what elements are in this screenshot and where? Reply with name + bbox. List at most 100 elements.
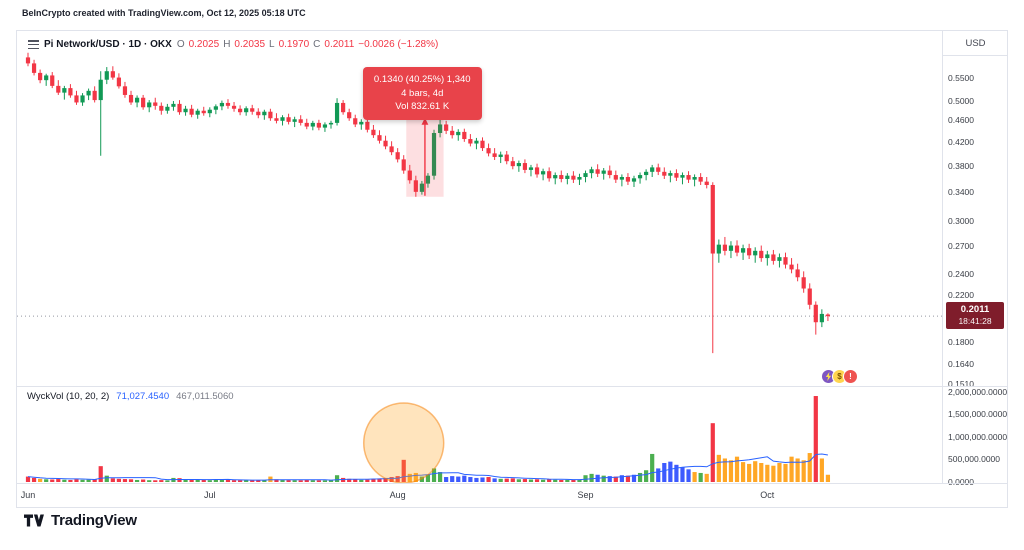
tradingview-brand-text: TradingView: [51, 512, 137, 529]
candle: [571, 175, 576, 180]
volume-bar: [462, 475, 467, 482]
currency-toggle-button[interactable]: USD: [943, 31, 1008, 56]
low-label: L: [269, 39, 275, 50]
volume-bar: [304, 480, 309, 482]
candle: [498, 154, 503, 157]
reaction-alert-icon[interactable]: !: [843, 369, 858, 384]
volume-bar: [686, 469, 691, 482]
volume-bar: [213, 479, 218, 482]
price-tick-label: 0.3000: [948, 216, 974, 227]
volume-bar: [698, 472, 703, 482]
candle: [650, 167, 655, 172]
volume-bar: [425, 474, 431, 482]
candle: [122, 86, 128, 95]
candle: [710, 184, 715, 254]
candle: [159, 105, 164, 111]
candle: [425, 175, 431, 184]
candle: [225, 102, 231, 106]
candle: [771, 254, 776, 261]
candle: [44, 75, 49, 81]
candle: [601, 170, 606, 174]
candle: [389, 146, 394, 153]
candle: [486, 148, 491, 154]
reaction-stickers: $ !: [821, 369, 858, 384]
volume-bar: [128, 479, 134, 482]
volume-bar: [195, 479, 200, 482]
volume-bar: [189, 479, 194, 482]
candle: [674, 173, 679, 178]
volume-bar: [825, 474, 831, 482]
candle: [450, 130, 455, 136]
candle: [801, 277, 806, 289]
volume-bar: [92, 479, 97, 482]
candle: [322, 124, 328, 128]
candle: [401, 159, 406, 171]
volume-bar: [98, 466, 103, 482]
price-axis[interactable]: USD 0.2011 18:41:28 0.5500 0.5000 0.4600 0.…: [942, 31, 1008, 487]
volume-bar: [674, 464, 679, 482]
annotation-highlight-circle: [362, 402, 445, 483]
volume-bar: [256, 480, 261, 482]
candle: [716, 244, 721, 254]
volume-bar: [589, 473, 594, 482]
candle: [747, 248, 752, 256]
time-axis[interactable]: Jun Jul Aug Sep Oct: [17, 483, 1007, 508]
volume-bar: [371, 478, 376, 482]
volume-indicator-header[interactable]: WyckVol (10, 20, 2) 71,027.4540 467,011.…: [25, 391, 236, 402]
candle: [110, 71, 115, 78]
indicator-value-2: 467,011.5060: [176, 391, 234, 402]
candle: [31, 63, 37, 73]
last-price-value: 0.2011: [960, 304, 990, 316]
close-label: C: [313, 39, 321, 50]
volume-bar: [819, 458, 824, 482]
symbol-title[interactable]: Pi Network/USD · 1D · OKX: [44, 39, 172, 50]
candle: [589, 169, 594, 174]
volume-bar: [56, 479, 61, 482]
pane-divider[interactable]: [17, 386, 1007, 387]
candle: [304, 122, 309, 127]
candle: [662, 171, 667, 176]
candle: [795, 269, 800, 278]
candle: [177, 103, 182, 113]
candle: [631, 178, 637, 182]
volume-bar: [177, 478, 182, 482]
volume-bar: [480, 477, 485, 482]
chart-canvas[interactable]: [17, 31, 942, 483]
volume-bar: [413, 472, 418, 482]
candle: [359, 121, 364, 125]
bar-countdown: 18:41:28: [958, 316, 992, 327]
volume-bar: [280, 479, 285, 482]
volume-tick-label: 1,000,000.0000: [948, 431, 1008, 442]
candle: [395, 152, 400, 160]
volume-bar: [104, 475, 109, 482]
volume-bar: [607, 476, 612, 482]
volume-bar: [486, 477, 491, 482]
candle: [522, 163, 528, 170]
volume-bar: [547, 479, 552, 482]
price-chart-pane[interactable]: 0.1340 (40.25%) 1,340 4 bars, 4d Vol 832…: [17, 31, 942, 483]
volume-bar: [528, 479, 534, 482]
candle: [201, 110, 206, 114]
candle: [534, 167, 540, 175]
candle: [383, 140, 388, 147]
volume-bar: [474, 477, 479, 482]
volume-bar: [492, 478, 497, 482]
menu-icon[interactable]: [28, 40, 39, 49]
candle: [541, 171, 546, 175]
volume-bar: [680, 467, 685, 482]
price-tick-label: 0.1640: [948, 359, 974, 370]
candle: [280, 117, 285, 121]
volume-bar: [141, 479, 146, 482]
candle: [704, 181, 709, 185]
candle: [468, 139, 473, 144]
candle: [722, 244, 727, 251]
volume-bar: [201, 480, 206, 482]
candle: [607, 170, 612, 176]
volume-bar: [601, 475, 606, 482]
volume-bar: [807, 453, 812, 482]
volume-bar: [710, 423, 715, 482]
tradingview-logo-link[interactable]: TradingView: [24, 512, 137, 529]
candle: [644, 171, 649, 176]
volume-bar: [274, 479, 279, 482]
candle: [516, 163, 521, 167]
